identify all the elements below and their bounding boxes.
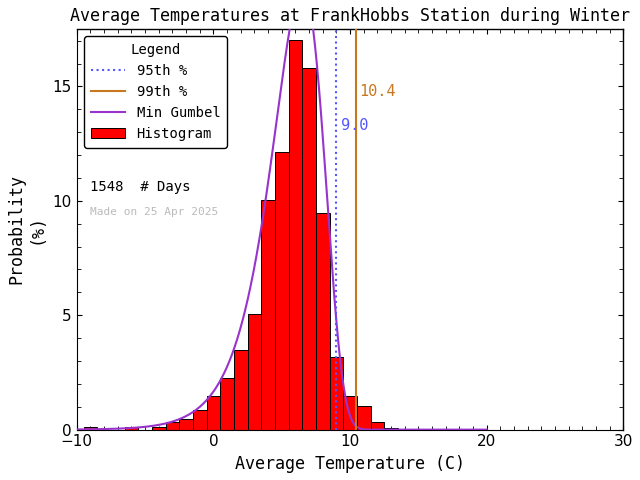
Text: 10.4: 10.4 <box>360 84 396 98</box>
Bar <box>179 420 193 430</box>
X-axis label: Average Temperature (C): Average Temperature (C) <box>235 455 465 473</box>
Bar <box>384 428 398 430</box>
Title: Average Temperatures at FrankHobbs Station during Winter: Average Temperatures at FrankHobbs Stati… <box>70 7 630 25</box>
Bar <box>234 350 248 430</box>
Bar <box>152 427 166 430</box>
Bar <box>289 39 302 430</box>
Bar <box>330 357 343 430</box>
Bar <box>343 396 357 430</box>
Bar <box>193 410 207 430</box>
Bar <box>302 68 316 430</box>
Bar <box>357 406 371 430</box>
Bar <box>166 422 179 430</box>
Bar <box>316 213 330 430</box>
Bar <box>220 378 234 430</box>
Bar <box>371 422 384 430</box>
Text: Made on 25 Apr 2025: Made on 25 Apr 2025 <box>90 207 219 217</box>
Bar <box>261 201 275 430</box>
Y-axis label: Probability
(%): Probability (%) <box>7 174 45 285</box>
Bar <box>275 152 289 430</box>
Legend: 95th %, 99th %, Min Gumbel, Histogram: 95th %, 99th %, Min Gumbel, Histogram <box>84 36 227 148</box>
Bar <box>248 314 261 430</box>
Bar <box>125 427 138 430</box>
Bar <box>84 427 97 430</box>
Text: 9.0: 9.0 <box>340 118 368 133</box>
Bar <box>207 396 220 430</box>
Text: 1548  # Days: 1548 # Days <box>90 180 191 194</box>
